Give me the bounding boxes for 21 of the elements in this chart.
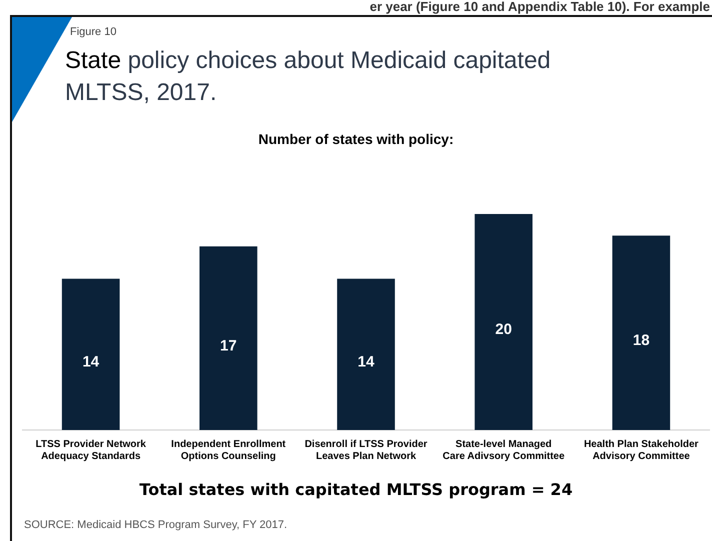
x-tick-label: LTSS Provider Network Adequacy Standards: [36, 438, 146, 462]
x-tick-label: Independent Enrollment Options Counseling: [171, 438, 286, 462]
text: Total states with capitated MLTSS program = 24: [138, 480, 574, 499]
source-note: SOURCE: Medicaid HBCS Program Survey, FY 2017.: [24, 519, 288, 531]
data-label: 18: [632, 332, 650, 349]
x-tick-label: Health Plan Stakeholder Advisory Committee: [584, 438, 699, 462]
chart-title: State policy choices about Medicaid capitated MLTSS, 2017.: [65, 46, 552, 108]
data-label: 20: [495, 321, 512, 338]
data-label: 14: [358, 354, 375, 371]
chart-subtitle: Number of states with policy:: [257, 131, 455, 147]
x-tick-label: Disenroll if LTSS Provider Leaves Plan Network: [304, 438, 428, 462]
x-tick-label: State-level Managed Care Adivsory Committee: [442, 438, 565, 462]
data-label: 17: [220, 337, 237, 354]
bar: [474, 214, 532, 430]
bar: [200, 246, 258, 430]
caption: Figure 10: [70, 26, 116, 38]
text: er year (Figure 10 and Appendix Table 10). For example: [370, 0, 710, 14]
bar: [612, 236, 670, 430]
bar: [62, 278, 120, 430]
data-label: 14: [82, 354, 100, 371]
bar: [337, 278, 395, 430]
